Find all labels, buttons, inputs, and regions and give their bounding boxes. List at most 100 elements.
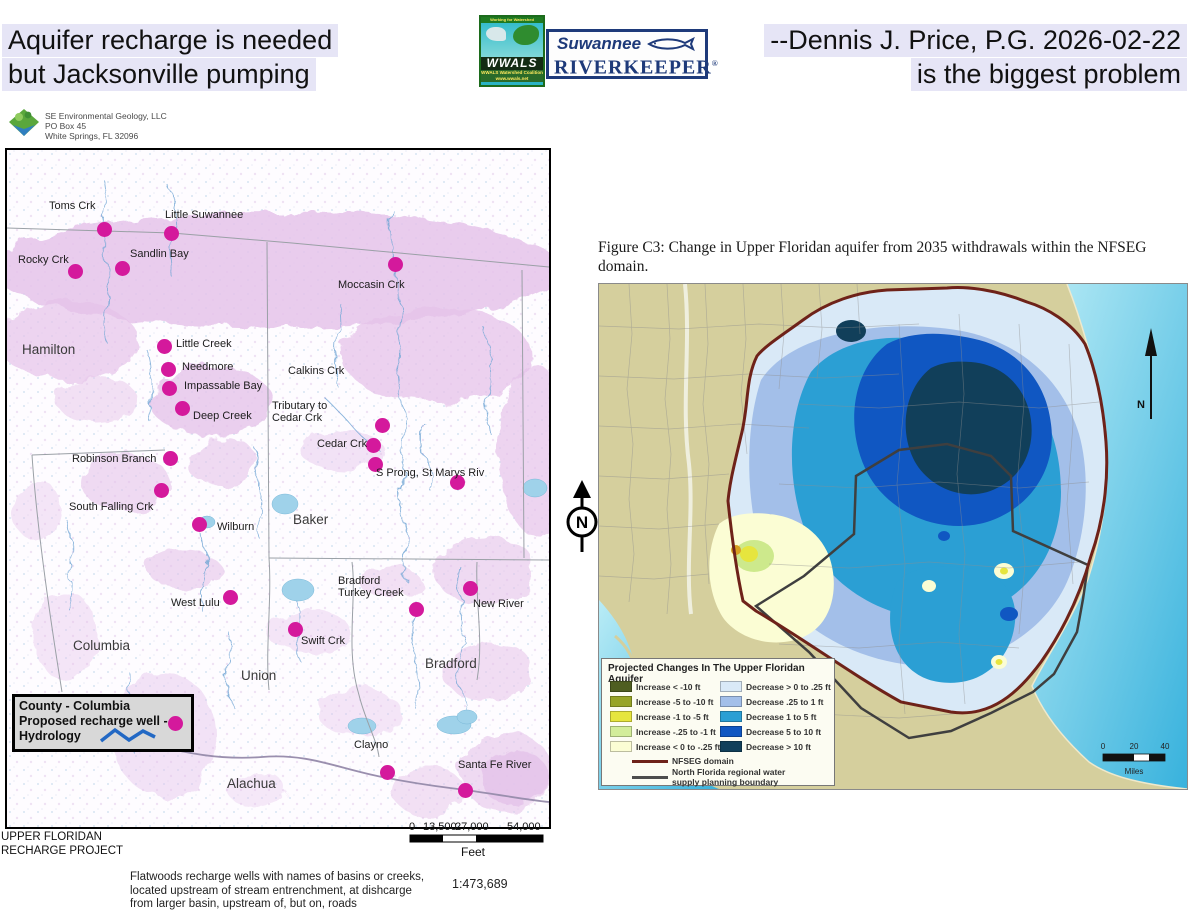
firm-block: SE Environmental Geology, LLC PO Box 45 … (8, 108, 167, 141)
recharge-well-dot (409, 602, 424, 617)
legend-swatch (720, 696, 742, 707)
well-label: Needmore (182, 361, 234, 373)
svg-text:Feet: Feet (461, 845, 486, 859)
well-label: Impassable Bay (184, 380, 263, 392)
legend-well-dot (168, 716, 183, 731)
recharge-well-dot (380, 765, 395, 780)
well-label: Clayno (354, 739, 389, 751)
well-label: Cedar Crk (317, 438, 368, 450)
wwals-logo: Working for Watershed Conservation WWALS… (479, 15, 545, 87)
north-compass-icon: N (566, 480, 598, 552)
svg-text:0: 0 (1101, 742, 1106, 751)
recharge-well-dot (388, 257, 403, 272)
well-label: Swift Crk (301, 635, 345, 647)
recharge-well-dot (450, 475, 465, 490)
header-left-line2: but Jacksonville pumping (2, 58, 316, 91)
riverkeeper-logo: Suwannee RIVERKEEPER® (546, 29, 719, 79)
legend-hydrology-line-icon (99, 727, 156, 743)
riverkeeper-text: RIVERKEEPER® (554, 56, 719, 79)
svg-text:N: N (1137, 399, 1145, 411)
well-label: Santa Fe River (458, 759, 532, 771)
firm-logo-icon (9, 109, 39, 136)
svg-text:27,000: 27,000 (455, 821, 489, 833)
atlantic-ocean (1032, 284, 1187, 789)
wwals-art (481, 23, 543, 57)
svg-text:0: 0 (409, 821, 415, 833)
wwals-tagline-bottom: WWALS Watershed Coalition (481, 70, 543, 76)
recharge-wells-map: Hamilton Columbia Baker Union Bradford A… (0, 148, 571, 829)
tree-icon (513, 25, 539, 45)
svg-text:54,000: 54,000 (507, 821, 541, 833)
well-label: Rocky Crk (18, 254, 69, 266)
recharge-well-dot (375, 418, 390, 433)
svg-text:13,500: 13,500 (423, 821, 457, 833)
county-label: Baker (293, 512, 329, 527)
well-label: Little Suwannee (165, 209, 244, 221)
svg-text:Miles: Miles (1125, 767, 1144, 776)
well-label: Robinson Branch (72, 453, 157, 465)
county-label: Columbia (73, 638, 131, 653)
recharge-well-dot (192, 517, 207, 532)
wwals-tagline-top: Working for Watershed Conservation (481, 17, 543, 23)
lakes (198, 478, 548, 735)
recharge-well-dot (164, 226, 179, 241)
recharge-well-dot (223, 590, 238, 605)
well-label: S Prong, St Marys Riv (376, 467, 485, 479)
recharge-well-dot (366, 438, 381, 453)
regional-boundary-line-swatch (632, 775, 668, 779)
figure-north-arrow-icon: N (1137, 328, 1157, 419)
firm-name: SE Environmental Geology, LLC (45, 111, 167, 121)
svg-text:N: N (576, 513, 588, 532)
figure-legend-title: Projected Changes In The Upper Floridan … (608, 663, 805, 685)
recharge-well-dot (463, 581, 478, 596)
header-right-text: --Dennis J. Price, P.G. 2026-02-22 is th… (764, 24, 1187, 92)
well-label: West Lulu (171, 597, 220, 609)
recharge-well-dot (157, 339, 172, 354)
legend-swatch (720, 726, 742, 737)
header-byline: --Dennis J. Price, P.G. 2026-02-22 (764, 24, 1187, 57)
recharge-well-dot (288, 622, 303, 637)
well-label: Deep Creek (193, 410, 252, 422)
recharge-well-dot (68, 264, 83, 279)
recharge-well-dot (458, 783, 473, 798)
well-label: Little Creek (176, 338, 232, 350)
recharge-well-dot (97, 222, 112, 237)
recharge-well-dot (163, 451, 178, 466)
header-right-line2: is the biggest problem (910, 58, 1187, 91)
county-boundaries (6, 227, 550, 758)
legend-swatch (610, 696, 632, 707)
header-left-line1: Aquifer recharge is needed (2, 24, 339, 57)
legend-county-entry: County - Columbia (19, 699, 131, 713)
nfseg-domain-line-swatch (632, 759, 668, 763)
recharge-well-dot (115, 261, 130, 276)
legend-swatch (720, 741, 742, 752)
county-label: Hamilton (22, 342, 76, 357)
hydrology-lines (66, 179, 492, 751)
figure-county-grid (598, 283, 1100, 719)
svg-text:20: 20 (1130, 742, 1139, 751)
county-label: Alachua (227, 776, 276, 791)
well-label: Toms Crk (49, 200, 96, 212)
map-caption: Flatwoods recharge wells with names of b… (130, 871, 425, 910)
scale-bar: 0 13,500 27,000 54,000 Feet (409, 821, 544, 859)
legend-hydrology-entry: Hydrology (19, 729, 81, 743)
recharge-well-dot (162, 381, 177, 396)
aquifer-change-map: N 0 20 40 Miles Projected Changes In The… (598, 283, 1188, 790)
header-left-text: Aquifer recharge is needed but Jacksonvi… (2, 24, 339, 92)
well-label: Sandlin Bay (130, 248, 189, 260)
county-label: Bradford (425, 656, 477, 671)
figure-scale-bar: 0 20 40 Miles (1101, 742, 1170, 776)
recharge-well-dot (161, 362, 176, 377)
county-label: Union (241, 668, 277, 683)
wwals-name: WWALS (481, 57, 543, 70)
fish-icon (647, 36, 695, 52)
legend-swatch (610, 726, 632, 737)
legend-swatch (610, 681, 632, 692)
recharge-well-dot (154, 483, 169, 498)
well-label: Calkins Crk (288, 365, 345, 377)
well-label: Bradford Turkey Creek (338, 575, 404, 599)
well-label: Wilburn (217, 521, 255, 533)
legend-swatch (720, 681, 742, 692)
recharge-well-dot (175, 401, 190, 416)
